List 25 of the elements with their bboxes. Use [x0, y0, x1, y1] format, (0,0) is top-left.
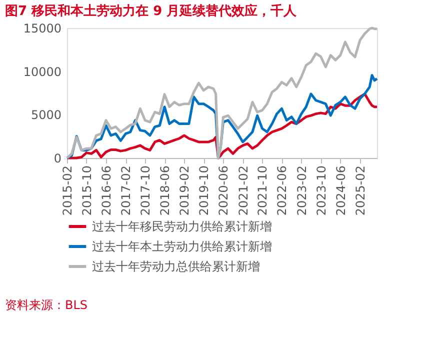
- legend-label: 过去十年劳动力总供给累计新增: [92, 260, 260, 274]
- x-tick-label: 2015-02: [60, 166, 74, 216]
- x-tick-label: 2018-06: [158, 166, 172, 216]
- y-tick-label: 0: [54, 152, 62, 166]
- x-tick-label: 2021-02: [236, 166, 250, 216]
- x-tick-label: 2019-02: [178, 166, 192, 216]
- x-tick-label: 2023-02: [294, 166, 309, 216]
- x-tick-label: 2021-10: [256, 166, 270, 216]
- y-tick-label: 5000: [30, 108, 62, 122]
- x-tick-label: 2023-10: [314, 166, 328, 216]
- y-tick-label: 10000: [23, 64, 62, 79]
- y-tick-label: 15000: [23, 22, 62, 36]
- chart-title: 图7 移民和本土劳动力在 9 月延续替代效应，千人: [5, 3, 298, 19]
- text: 资料来源：BLS: [5, 298, 88, 312]
- x-tick-label: 2020-06: [216, 166, 231, 216]
- x-tick-label: 2019-10: [197, 166, 212, 216]
- x-tick-label: 2016-06: [99, 166, 114, 216]
- x-tick-label: 2024-06: [334, 166, 348, 216]
- legend-label: 过去十年本土劳动力供给累计新增: [92, 240, 272, 254]
- x-tick-label: 2025-02: [353, 166, 368, 216]
- legend-label: 过去十年移民劳动力供给累计新增: [92, 220, 272, 234]
- x-tick-label: 2017-02: [119, 166, 134, 216]
- x-tick-label: 2015-10: [80, 166, 94, 216]
- x-tick-label: 2017-10: [138, 166, 153, 216]
- x-tick-label: 2022-06: [275, 166, 290, 216]
